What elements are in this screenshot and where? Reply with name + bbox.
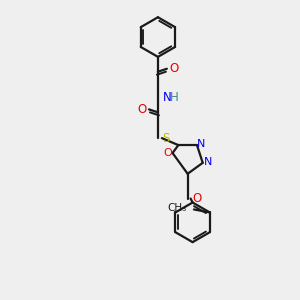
Text: O: O — [169, 62, 178, 75]
Text: CH₃: CH₃ — [168, 203, 187, 214]
Text: S: S — [162, 132, 169, 145]
Text: N: N — [197, 139, 205, 149]
Text: N: N — [163, 91, 172, 104]
Text: N: N — [203, 157, 212, 167]
Text: O: O — [137, 103, 147, 116]
Text: O: O — [193, 192, 202, 205]
Text: O: O — [163, 148, 172, 158]
Text: H: H — [170, 91, 178, 104]
